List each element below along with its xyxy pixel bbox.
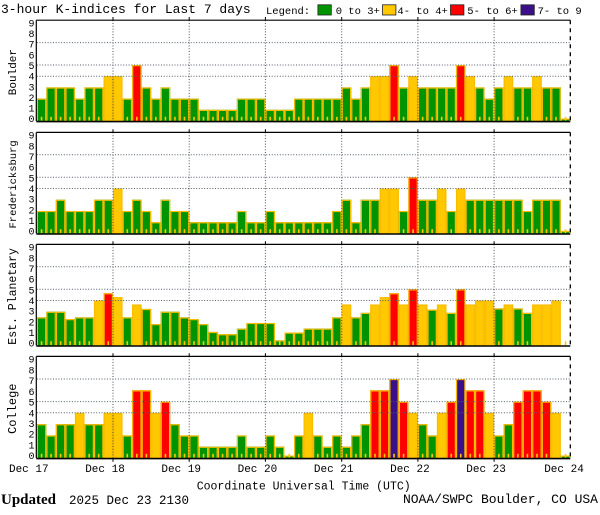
svg-text:Updated: Updated bbox=[1, 492, 57, 508]
svg-text:Dec 20: Dec 20 bbox=[238, 464, 278, 476]
svg-text:6: 6 bbox=[28, 276, 34, 287]
svg-text:Dec 21: Dec 21 bbox=[314, 464, 354, 476]
svg-text:0: 0 bbox=[28, 452, 34, 463]
svg-text:0: 0 bbox=[28, 228, 34, 239]
svg-text:6: 6 bbox=[28, 51, 34, 62]
svg-text:5: 5 bbox=[28, 62, 34, 73]
svg-text:9: 9 bbox=[28, 19, 34, 30]
svg-text:1: 1 bbox=[28, 329, 34, 340]
svg-text:7: 7 bbox=[28, 153, 34, 164]
svg-text:7- to 9: 7- to 9 bbox=[538, 6, 582, 18]
svg-text:Dec 22: Dec 22 bbox=[390, 464, 430, 476]
svg-text:9: 9 bbox=[28, 356, 34, 367]
svg-text:Legend:: Legend: bbox=[266, 6, 310, 18]
svg-text:1: 1 bbox=[28, 442, 34, 453]
svg-text:College: College bbox=[6, 383, 20, 433]
svg-text:Dec 18: Dec 18 bbox=[85, 464, 125, 476]
svg-text:3: 3 bbox=[28, 308, 34, 319]
svg-text:8: 8 bbox=[28, 366, 34, 377]
svg-text:NOAA/SWPC Boulder, CO USA: NOAA/SWPC Boulder, CO USA bbox=[403, 492, 598, 507]
svg-text:5- to 6+: 5- to 6+ bbox=[467, 6, 517, 18]
svg-text:6: 6 bbox=[28, 388, 34, 399]
svg-text:8: 8 bbox=[28, 254, 34, 265]
svg-text:Boulder: Boulder bbox=[8, 49, 20, 95]
svg-text:0 to 3+: 0 to 3+ bbox=[336, 6, 380, 18]
svg-text:Dec 19: Dec 19 bbox=[161, 464, 201, 476]
svg-text:Dec 24: Dec 24 bbox=[544, 464, 584, 476]
svg-text:4: 4 bbox=[28, 185, 34, 196]
svg-text:4: 4 bbox=[28, 409, 34, 420]
svg-text:7: 7 bbox=[28, 41, 34, 52]
svg-text:9: 9 bbox=[28, 244, 34, 255]
svg-text:3: 3 bbox=[28, 83, 34, 94]
svg-text:5: 5 bbox=[28, 286, 34, 297]
svg-text:2: 2 bbox=[28, 94, 34, 105]
svg-text:2025 Dec 23 2130: 2025 Dec 23 2130 bbox=[69, 494, 189, 508]
svg-text:3-hour K-indices for Last 7 da: 3-hour K-indices for Last 7 days bbox=[1, 2, 251, 17]
svg-text:7: 7 bbox=[28, 377, 34, 388]
svg-text:3: 3 bbox=[28, 196, 34, 207]
svg-text:0: 0 bbox=[28, 340, 34, 351]
svg-text:8: 8 bbox=[28, 30, 34, 41]
svg-text:8: 8 bbox=[28, 142, 34, 153]
svg-text:6: 6 bbox=[28, 164, 34, 175]
svg-text:1: 1 bbox=[28, 105, 34, 116]
svg-text:2: 2 bbox=[28, 431, 34, 442]
svg-text:1: 1 bbox=[28, 217, 34, 228]
svg-text:Coordinate Universal Time (UTC: Coordinate Universal Time (UTC) bbox=[197, 481, 411, 494]
svg-text:Fredericksburg: Fredericksburg bbox=[8, 140, 20, 228]
svg-text:4: 4 bbox=[28, 297, 34, 308]
svg-text:3: 3 bbox=[28, 420, 34, 431]
svg-text:0: 0 bbox=[28, 115, 34, 126]
svg-text:2: 2 bbox=[28, 318, 34, 329]
svg-text:2: 2 bbox=[28, 206, 34, 217]
svg-text:Dec 23: Dec 23 bbox=[466, 464, 506, 476]
svg-text:7: 7 bbox=[28, 265, 34, 276]
svg-text:4: 4 bbox=[28, 73, 34, 84]
svg-text:5: 5 bbox=[28, 174, 34, 185]
svg-text:Est. Planetary: Est. Planetary bbox=[7, 248, 20, 345]
svg-text:4- to 4+: 4- to 4+ bbox=[397, 6, 447, 18]
svg-text:5: 5 bbox=[28, 399, 34, 410]
svg-text:Dec 17: Dec 17 bbox=[9, 464, 49, 476]
svg-text:9: 9 bbox=[28, 132, 34, 143]
